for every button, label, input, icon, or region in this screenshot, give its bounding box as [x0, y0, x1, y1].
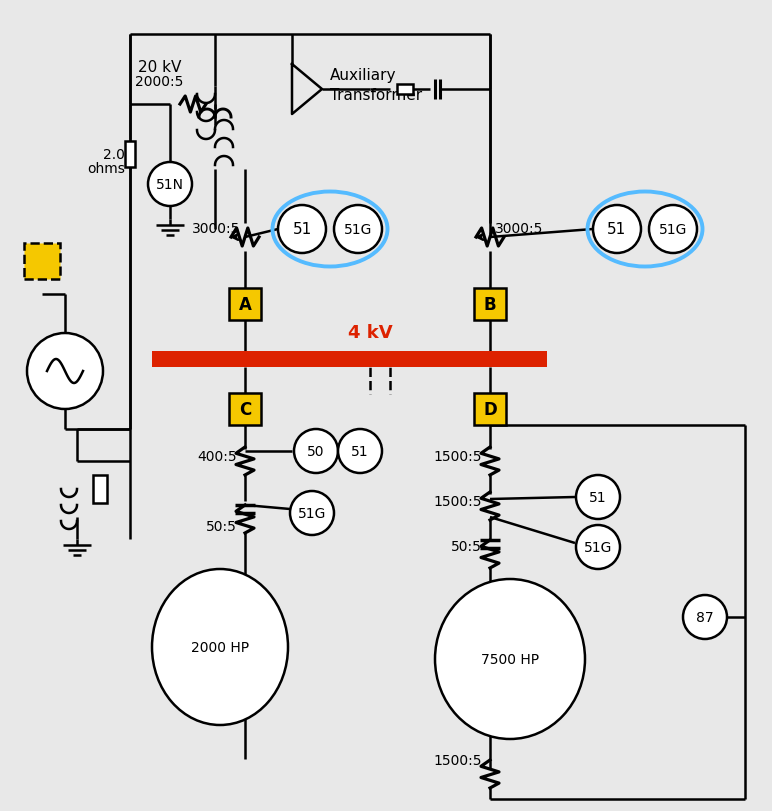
Text: 1500:5: 1500:5 [434, 495, 482, 508]
Text: 2000 HP: 2000 HP [191, 640, 249, 654]
Text: 51G: 51G [584, 540, 612, 554]
Text: Auxiliary: Auxiliary [330, 68, 397, 83]
Bar [397, 85, 413, 95]
Text: D: D [483, 401, 497, 418]
Text: 51: 51 [589, 491, 607, 504]
Text: B: B [484, 296, 496, 314]
Bar [474, 289, 506, 320]
Text: 51: 51 [293, 222, 312, 237]
Text: 4 kV: 4 kV [347, 324, 392, 341]
Text: 51G: 51G [298, 506, 327, 521]
Text: 1500:5: 1500:5 [434, 753, 482, 767]
Text: 51: 51 [608, 222, 627, 237]
Ellipse shape [152, 569, 288, 725]
Circle shape [27, 333, 103, 410]
Text: 50:5: 50:5 [206, 519, 237, 534]
Bar [125, 142, 135, 168]
Bar [229, 289, 261, 320]
Circle shape [649, 206, 697, 254]
Circle shape [290, 491, 334, 535]
Circle shape [148, 163, 192, 207]
Text: 3000:5: 3000:5 [495, 221, 543, 236]
Text: 3000:5: 3000:5 [191, 221, 240, 236]
Text: A: A [239, 296, 252, 314]
Ellipse shape [435, 579, 585, 739]
Bar [152, 351, 547, 367]
Text: 51G: 51G [659, 223, 687, 237]
Bar [93, 475, 107, 504]
Text: 51G: 51G [344, 223, 372, 237]
Text: 7500 HP: 7500 HP [481, 652, 539, 666]
Bar [474, 393, 506, 426]
Circle shape [576, 475, 620, 519]
Text: 87: 87 [696, 610, 714, 624]
Circle shape [334, 206, 382, 254]
Text: 50:5: 50:5 [451, 539, 482, 553]
Text: 20 kV: 20 kV [138, 60, 181, 75]
Text: ohms: ohms [87, 162, 125, 176]
Text: Transformer: Transformer [330, 88, 422, 103]
Text: 1500:5: 1500:5 [434, 449, 482, 463]
Circle shape [576, 526, 620, 569]
Circle shape [593, 206, 641, 254]
Circle shape [278, 206, 326, 254]
Text: 51: 51 [351, 444, 369, 458]
Bar [229, 393, 261, 426]
Text: C: C [239, 401, 251, 418]
Bar [24, 243, 60, 280]
Circle shape [294, 430, 338, 474]
Circle shape [683, 595, 727, 639]
Text: 2000:5: 2000:5 [135, 75, 184, 89]
Text: 400:5: 400:5 [198, 449, 237, 463]
Text: 51N: 51N [156, 178, 184, 191]
Text: 2.0: 2.0 [103, 148, 125, 162]
Text: 50: 50 [307, 444, 325, 458]
Circle shape [338, 430, 382, 474]
